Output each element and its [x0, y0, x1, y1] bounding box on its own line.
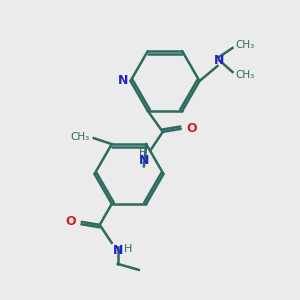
- Text: CH₃: CH₃: [70, 132, 89, 142]
- Text: CH₃: CH₃: [236, 40, 255, 50]
- Text: CH₃: CH₃: [236, 70, 255, 80]
- Text: O: O: [187, 122, 197, 135]
- Text: N: N: [118, 74, 128, 88]
- Text: H: H: [139, 148, 147, 158]
- Text: N: N: [214, 53, 224, 67]
- Text: N: N: [113, 244, 124, 257]
- Text: O: O: [65, 215, 76, 228]
- Text: N: N: [139, 154, 149, 167]
- Text: H: H: [124, 244, 132, 254]
